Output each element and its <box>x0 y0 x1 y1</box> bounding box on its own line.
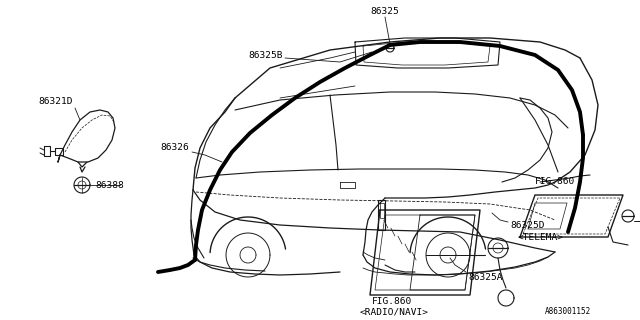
Text: <TELEMA>: <TELEMA> <box>518 234 564 243</box>
Text: 86325B: 86325B <box>248 51 282 60</box>
Text: 86325A: 86325A <box>468 274 502 283</box>
Text: <RADIO/NAVI>: <RADIO/NAVI> <box>360 308 429 316</box>
Text: FIG.860: FIG.860 <box>372 298 412 307</box>
Text: 86325D: 86325D <box>510 220 545 229</box>
Text: 86388: 86388 <box>95 180 124 189</box>
Text: A863001152: A863001152 <box>545 308 591 316</box>
Text: 86321D: 86321D <box>38 98 72 107</box>
Text: 86326: 86326 <box>160 143 189 153</box>
Text: 86325: 86325 <box>371 7 399 17</box>
Text: FIG.860: FIG.860 <box>535 178 575 187</box>
